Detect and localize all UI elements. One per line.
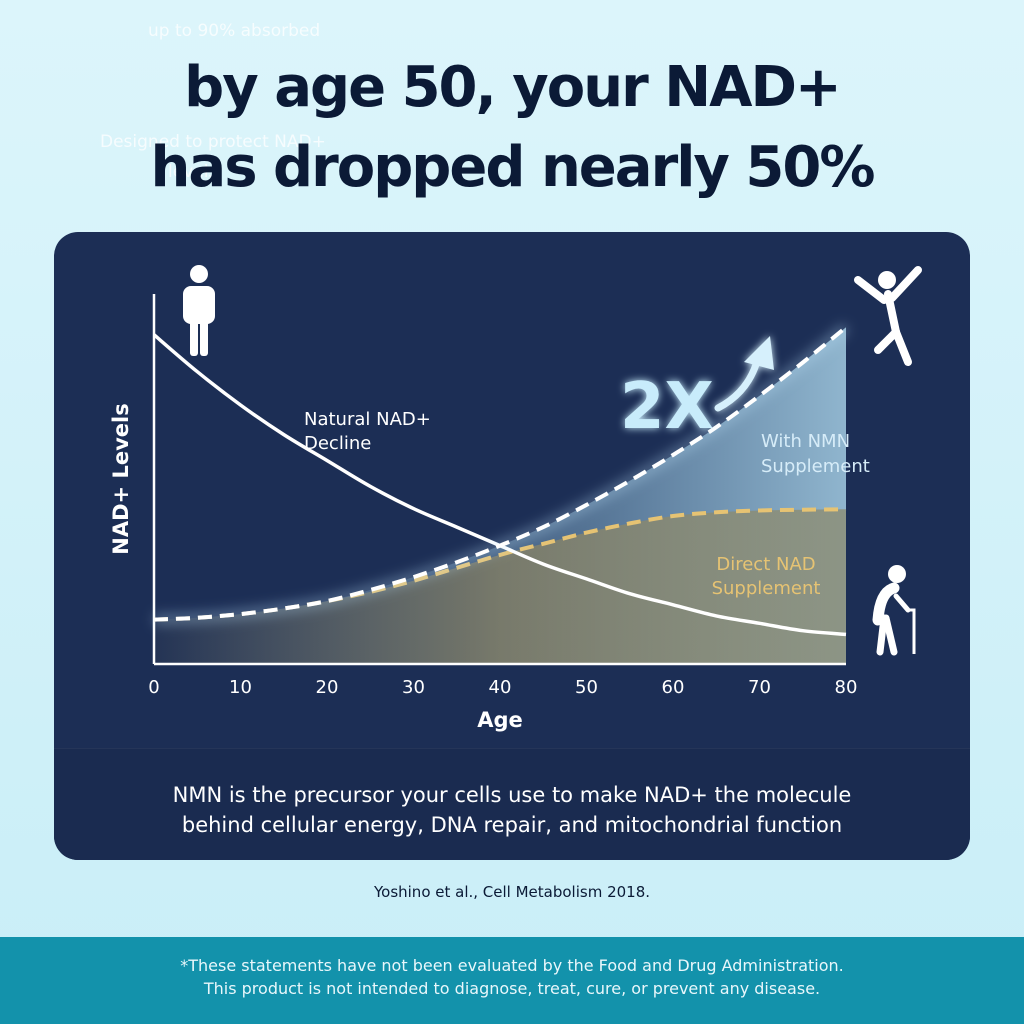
disclaimer-bar: *These statements have not been evaluate… [0, 937, 1024, 1024]
series-label-nmn-line2: Supplement [761, 456, 870, 477]
x-tick-label: 80 [835, 677, 858, 698]
person-jumping-icon [854, 266, 922, 366]
elderly-person-cane-icon [872, 565, 916, 656]
series-label-nmn-line1: With NMN [761, 431, 850, 452]
series-label-direct-line2: Supplement [712, 578, 821, 599]
x-tick-label: 70 [748, 677, 771, 698]
person-standing-icon [183, 265, 215, 356]
direct-nad-area [154, 509, 846, 664]
card-footer: NMN is the precursor your cells use to m… [54, 748, 970, 860]
headline-line-1: by age 50, your NAD+ [184, 55, 842, 120]
background-ghost-text: Designed to protect NAD+ [100, 132, 326, 152]
explanation-line-2: behind cellular energy, DNA repair, and … [181, 813, 843, 837]
x-tick-label: 20 [316, 677, 339, 698]
background-ghost-text: levels [168, 162, 218, 182]
background-ghost-text: up to 90% absorbed [148, 21, 321, 41]
nad-levels-chart: 0 10 20 30 40 50 60 70 80 NAD+ Levels Age Natura… [109, 265, 922, 732]
headline-line-2: has dropped nearly 50% [150, 135, 876, 200]
nmn-supplement-line [153, 325, 848, 622]
citation: Yoshino et al., Cell Metabolism 2018. [373, 883, 651, 901]
series-label-natural-line2: Decline [304, 433, 371, 454]
x-tick-label: 50 [575, 677, 598, 698]
x-tick-label: 30 [402, 677, 425, 698]
disclaimer-line-1: *These statements have not been evaluate… [180, 956, 844, 975]
y-axis-label: NAD+ Levels [109, 403, 133, 554]
series-label-natural-line1: Natural NAD+ [304, 409, 431, 430]
explanation-line-1: NMN is the precursor your cells use to m… [172, 783, 852, 807]
x-axis-label: Age [477, 708, 523, 732]
annotation-2x: 2X [620, 370, 714, 444]
chart-card: 0 10 20 30 40 50 60 70 80 NAD+ Levels Age Natura… [54, 232, 970, 860]
arrow-up-right-icon [714, 336, 774, 412]
disclaimer-line-2: This product is not intended to diagnose… [203, 979, 821, 998]
x-tick-label: 60 [662, 677, 685, 698]
x-tick-label: 40 [489, 677, 512, 698]
x-tick-label: 0 [148, 677, 159, 698]
x-tick-label: 10 [229, 677, 252, 698]
series-label-direct-line1: Direct NAD [716, 554, 815, 575]
